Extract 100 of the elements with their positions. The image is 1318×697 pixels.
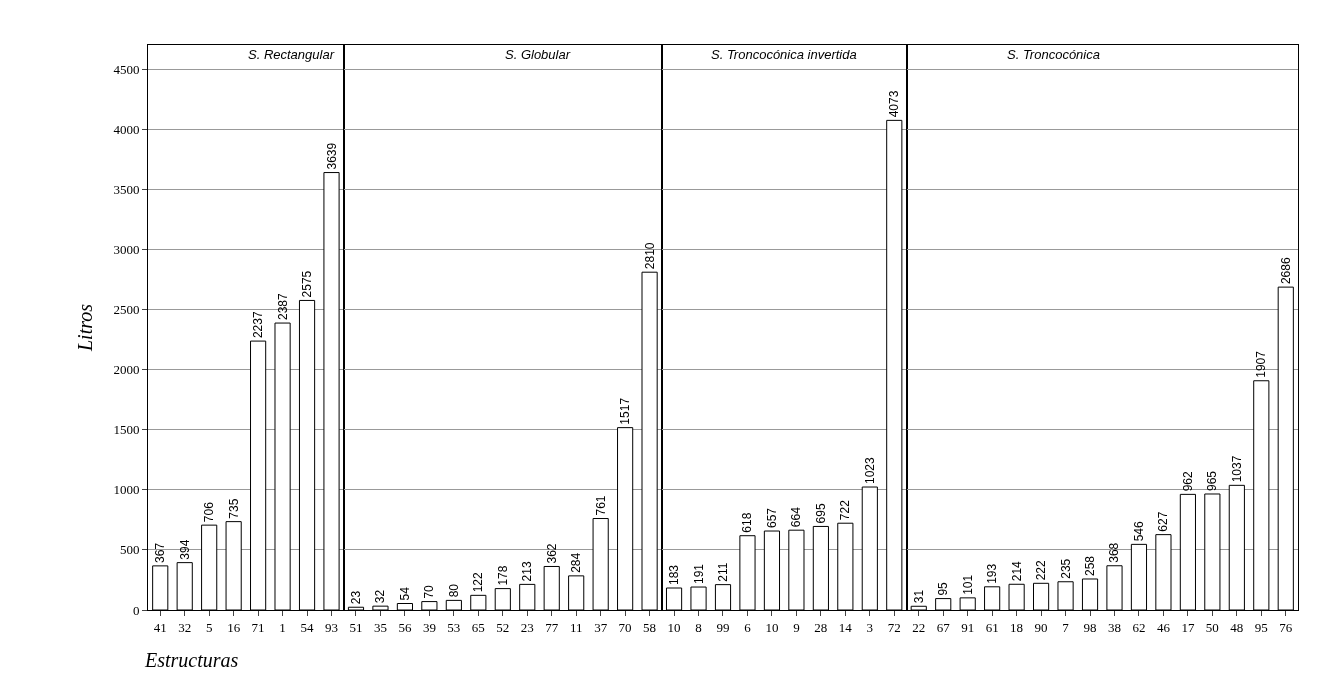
data-label: 95 xyxy=(936,581,951,596)
x-tick-label: 48 xyxy=(1230,619,1244,635)
x-tick-label: 5 xyxy=(205,619,213,635)
data-label: 54 xyxy=(397,586,412,601)
y-tick-label: 4000 xyxy=(113,121,140,137)
data-label: 394 xyxy=(177,539,192,560)
data-label: 722 xyxy=(838,499,853,521)
data-label: 214 xyxy=(1009,560,1024,582)
x-tick-label: 38 xyxy=(1107,619,1121,635)
x-tick-label: 50 xyxy=(1205,619,1219,635)
data-label: 258 xyxy=(1083,555,1098,576)
data-label: 235 xyxy=(1058,558,1073,579)
x-tick-label: 62 xyxy=(1132,619,1146,635)
x-tick-label: 52 xyxy=(496,619,510,635)
data-label: 284 xyxy=(569,552,584,573)
x-tick-label: 61 xyxy=(985,619,999,635)
x-tick-label: 14 xyxy=(838,619,853,635)
data-label: 546 xyxy=(1131,521,1146,542)
data-label: 367 xyxy=(153,542,168,563)
x-tick-label: 58 xyxy=(643,619,657,635)
data-label: 122 xyxy=(471,571,486,593)
data-label: 627 xyxy=(1156,511,1171,532)
x-tick-label: 37 xyxy=(594,619,608,635)
data-label: 695 xyxy=(813,503,828,524)
x-tick-label: 70 xyxy=(618,619,632,635)
x-tick-label: 16 xyxy=(227,619,241,635)
data-label: 965 xyxy=(1205,470,1220,491)
data-label: 2810 xyxy=(642,242,657,270)
data-label: 70 xyxy=(422,584,437,599)
data-label: 1517 xyxy=(618,397,633,425)
data-label: 23 xyxy=(348,590,363,605)
x-tick-label: 65 xyxy=(471,619,485,635)
x-tick-label: 10 xyxy=(765,619,779,635)
chart-title: S. Troncocónica xyxy=(1007,47,1100,62)
x-tick-label: 76 xyxy=(1279,619,1293,635)
x-tick-label: 56 xyxy=(398,619,412,635)
data-label: 735 xyxy=(226,498,241,519)
y-tick-label: 1500 xyxy=(113,422,140,438)
data-label: 3639 xyxy=(324,142,339,170)
x-tick-label: 9 xyxy=(793,619,800,635)
y-tick-label: 2000 xyxy=(113,362,140,378)
data-label: 178 xyxy=(495,565,510,586)
y-tick-label: 3000 xyxy=(113,241,140,257)
data-label: 193 xyxy=(985,563,1000,584)
data-label: 31 xyxy=(911,589,926,604)
y-tick-label: 0 xyxy=(132,602,140,618)
x-tick-label: 46 xyxy=(1156,619,1171,635)
data-label: 2237 xyxy=(251,311,266,339)
x-axis-title: Estructuras xyxy=(144,649,239,671)
x-tick-label: 23 xyxy=(520,619,534,635)
data-label: 618 xyxy=(740,512,755,533)
data-label: 368 xyxy=(1107,542,1122,563)
y-tick-label: 3500 xyxy=(113,181,140,197)
y-tick-label: 4500 xyxy=(113,61,140,77)
y-tick-label: 2500 xyxy=(113,302,140,318)
x-tick-label: 8 xyxy=(695,619,702,635)
data-label: 2686 xyxy=(1278,257,1293,285)
data-label: 657 xyxy=(764,507,779,529)
data-label: 2575 xyxy=(300,270,315,298)
x-tick-label: 93 xyxy=(325,619,339,635)
chart-title: S. Troncocónica invertida xyxy=(711,47,857,62)
x-tick-label: 99 xyxy=(716,619,730,635)
data-label: 32 xyxy=(373,589,388,604)
x-tick-label: 71 xyxy=(251,619,265,635)
data-label: 1023 xyxy=(862,457,877,485)
data-label: 962 xyxy=(1180,471,1195,492)
y-axis-title: Litros xyxy=(73,303,96,353)
data-label: 213 xyxy=(520,561,535,582)
data-label: 761 xyxy=(593,495,608,516)
data-label: 183 xyxy=(667,564,682,585)
data-label: 4073 xyxy=(887,90,902,118)
x-tick-label: 32 xyxy=(178,619,192,635)
x-tick-label: 90 xyxy=(1034,619,1048,635)
x-tick-label: 6 xyxy=(744,619,752,635)
data-label: 101 xyxy=(960,574,975,595)
x-tick-label: 54 xyxy=(300,619,315,635)
x-tick-label: 77 xyxy=(545,619,559,635)
data-label: 80 xyxy=(446,583,461,598)
data-label: 706 xyxy=(202,501,217,523)
x-tick-label: 98 xyxy=(1083,619,1097,635)
x-tick-label: 67 xyxy=(936,619,951,635)
data-label: 191 xyxy=(691,563,706,585)
x-tick-label: 41 xyxy=(153,619,167,635)
data-label: 2387 xyxy=(275,293,290,321)
x-tick-label: 51 xyxy=(349,619,363,635)
x-tick-label: 22 xyxy=(912,619,926,635)
chart-title: S. Rectangular xyxy=(248,47,335,62)
x-tick-label: 10 xyxy=(667,619,681,635)
x-tick-label: 53 xyxy=(447,619,461,635)
x-tick-label: 18 xyxy=(1010,619,1024,635)
x-tick-label: 1 xyxy=(279,619,286,635)
data-label: 1907 xyxy=(1254,350,1269,378)
x-tick-label: 17 xyxy=(1181,619,1195,635)
data-label: 362 xyxy=(544,543,559,564)
chart-title: S. Globular xyxy=(505,47,571,62)
x-tick-label: 35 xyxy=(373,619,387,635)
x-tick-label: 95 xyxy=(1254,619,1268,635)
data-label: 1037 xyxy=(1229,455,1244,483)
x-tick-label: 39 xyxy=(422,619,436,635)
x-tick-label: 11 xyxy=(569,619,583,635)
